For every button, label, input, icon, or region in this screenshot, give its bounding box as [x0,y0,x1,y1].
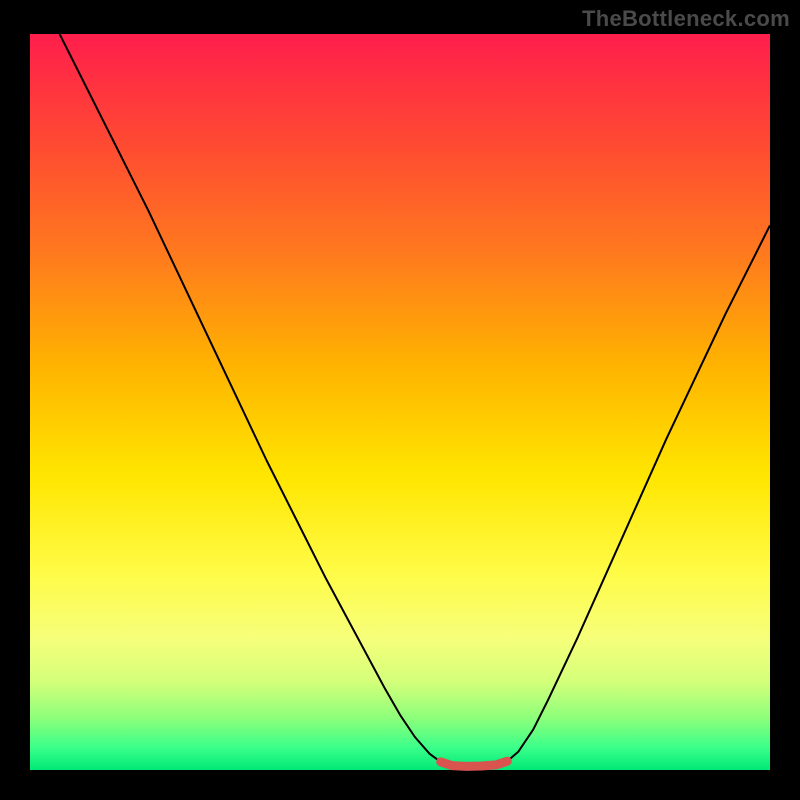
bottleneck-chart: TheBottleneck.com [0,0,800,800]
optimal-range-highlight [441,761,508,766]
chart-svg [0,0,800,800]
watermark-text: TheBottleneck.com [582,6,790,32]
